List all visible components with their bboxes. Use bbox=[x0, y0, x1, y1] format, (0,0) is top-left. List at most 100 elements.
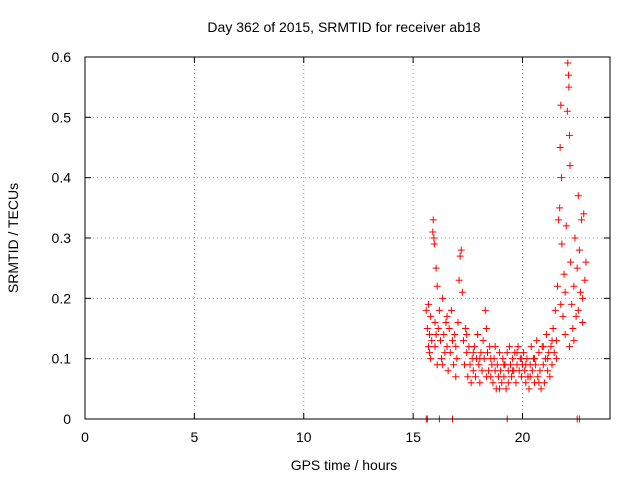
data-point bbox=[551, 306, 559, 314]
data-point bbox=[498, 379, 506, 387]
data-point bbox=[568, 300, 576, 308]
data-point bbox=[525, 385, 533, 393]
data-point bbox=[539, 361, 547, 369]
data-point bbox=[452, 373, 460, 381]
data-point bbox=[427, 312, 435, 320]
data-point bbox=[566, 343, 574, 351]
data-point bbox=[557, 174, 565, 182]
data-point bbox=[491, 343, 499, 351]
data-point bbox=[557, 300, 565, 308]
data-point bbox=[565, 83, 573, 91]
data-point bbox=[531, 355, 539, 363]
data-point bbox=[438, 355, 446, 363]
data-point bbox=[451, 331, 459, 339]
data-point bbox=[578, 216, 586, 224]
data-point bbox=[426, 349, 434, 357]
data-point bbox=[546, 373, 554, 381]
data-point bbox=[508, 373, 516, 381]
data-point bbox=[475, 361, 483, 369]
y-tick-label: 0.5 bbox=[52, 109, 72, 125]
data-point bbox=[440, 331, 448, 339]
data-point bbox=[447, 306, 455, 314]
data-point bbox=[554, 282, 561, 290]
data-point bbox=[422, 306, 430, 314]
y-tick-label: 0.3 bbox=[52, 230, 72, 246]
x-tick-label: 5 bbox=[190, 429, 198, 445]
data-point bbox=[457, 246, 465, 254]
data-point bbox=[430, 240, 438, 248]
data-point bbox=[428, 337, 436, 345]
data-point bbox=[522, 361, 530, 369]
data-point bbox=[561, 288, 569, 296]
data-point bbox=[564, 71, 572, 79]
data-point bbox=[459, 337, 467, 345]
x-tick-label: 0 bbox=[81, 429, 89, 445]
data-point bbox=[432, 264, 440, 272]
data-point bbox=[439, 361, 447, 369]
data-point bbox=[574, 306, 582, 314]
data-point bbox=[476, 355, 484, 363]
data-point bbox=[555, 216, 563, 224]
data-point bbox=[561, 331, 569, 339]
data-point bbox=[454, 318, 462, 326]
data-point bbox=[434, 325, 442, 332]
data-point bbox=[471, 373, 479, 381]
data-point bbox=[502, 385, 510, 393]
data-point bbox=[556, 204, 564, 212]
data-point bbox=[469, 367, 477, 375]
data-point bbox=[509, 367, 517, 375]
data-point bbox=[469, 349, 477, 357]
data-points bbox=[422, 59, 590, 423]
data-point bbox=[464, 373, 472, 381]
data-point bbox=[573, 264, 581, 272]
data-point bbox=[500, 373, 508, 381]
data-point bbox=[427, 355, 435, 363]
y-tick-label: 0.4 bbox=[52, 170, 72, 186]
data-point bbox=[504, 379, 512, 387]
data-point bbox=[512, 379, 520, 387]
data-point bbox=[570, 337, 578, 345]
x-axis-label: GPS time / hours bbox=[291, 457, 398, 473]
y-tick-label: 0 bbox=[63, 411, 71, 427]
data-point bbox=[431, 318, 439, 326]
data-point bbox=[520, 349, 528, 357]
y-tick-label: 0.2 bbox=[52, 290, 72, 306]
data-point bbox=[562, 222, 570, 230]
data-point bbox=[537, 385, 545, 393]
data-point bbox=[481, 306, 489, 314]
x-tick-label: 15 bbox=[405, 429, 421, 445]
data-point bbox=[476, 379, 484, 387]
data-point bbox=[536, 367, 544, 375]
data-point bbox=[534, 373, 542, 381]
data-point bbox=[552, 355, 560, 363]
data-point bbox=[493, 361, 501, 369]
y-tick-label: 0.1 bbox=[52, 351, 72, 367]
data-point bbox=[556, 144, 564, 151]
data-point bbox=[571, 234, 579, 242]
data-point bbox=[477, 349, 485, 357]
data-point bbox=[430, 234, 438, 242]
data-point bbox=[466, 361, 474, 369]
data-point bbox=[467, 379, 475, 387]
y-axis-label: SRMTID / TECUs bbox=[5, 183, 21, 293]
axis-ticks: 0 5 10 15 20 0 0.1 0.2 0.3 0.4 0.5 0.6 bbox=[52, 49, 610, 445]
data-point bbox=[452, 343, 460, 351]
data-point bbox=[487, 355, 495, 363]
data-point bbox=[489, 379, 497, 387]
data-point bbox=[443, 312, 451, 320]
data-point bbox=[558, 240, 566, 248]
data-point bbox=[549, 325, 557, 332]
data-point bbox=[474, 331, 482, 339]
data-point bbox=[539, 343, 547, 351]
data-point bbox=[431, 343, 439, 351]
data-point bbox=[579, 294, 587, 302]
data-point bbox=[500, 361, 508, 369]
chart-title: Day 362 of 2015, SRMTID for receiver ab1… bbox=[207, 19, 480, 35]
data-point bbox=[496, 349, 504, 357]
data-point bbox=[484, 349, 491, 357]
data-point bbox=[424, 300, 432, 308]
data-point bbox=[458, 288, 466, 296]
data-point bbox=[439, 294, 447, 302]
data-point bbox=[455, 276, 463, 284]
data-point bbox=[566, 162, 574, 170]
